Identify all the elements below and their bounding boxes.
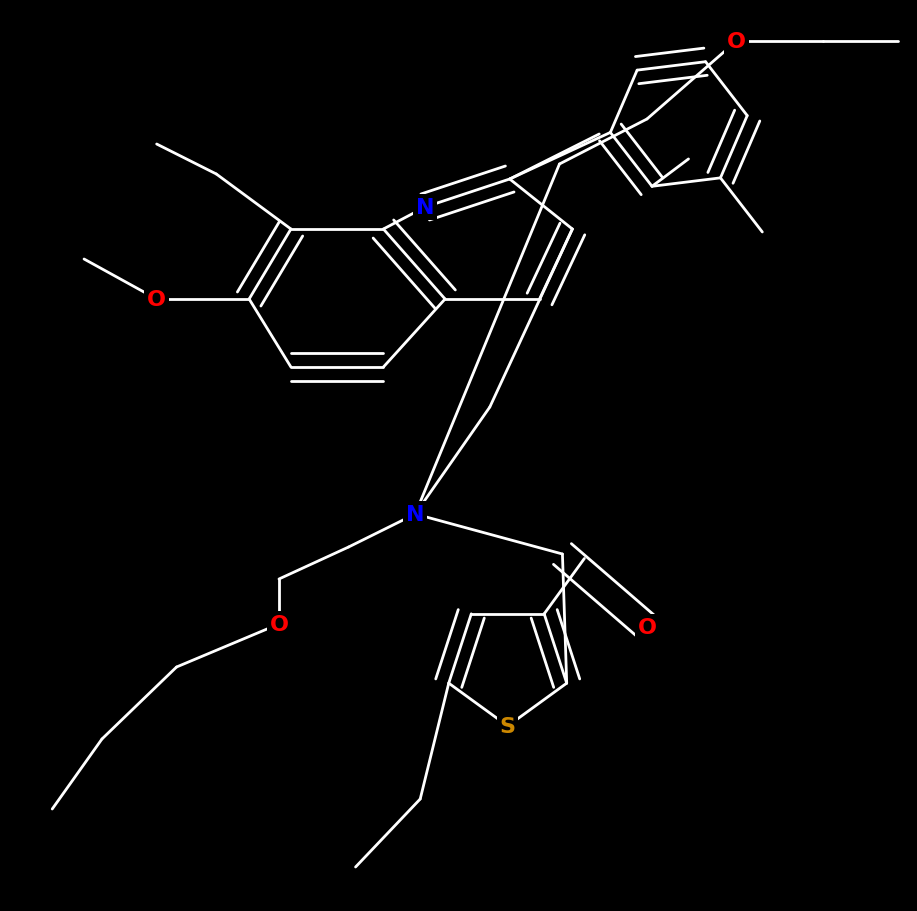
Text: O: O [270, 614, 289, 634]
Text: O: O [727, 32, 746, 52]
Text: S: S [500, 716, 515, 736]
Text: N: N [416, 198, 435, 218]
Text: O: O [147, 290, 166, 310]
Text: N: N [406, 505, 425, 525]
Text: O: O [637, 618, 657, 638]
